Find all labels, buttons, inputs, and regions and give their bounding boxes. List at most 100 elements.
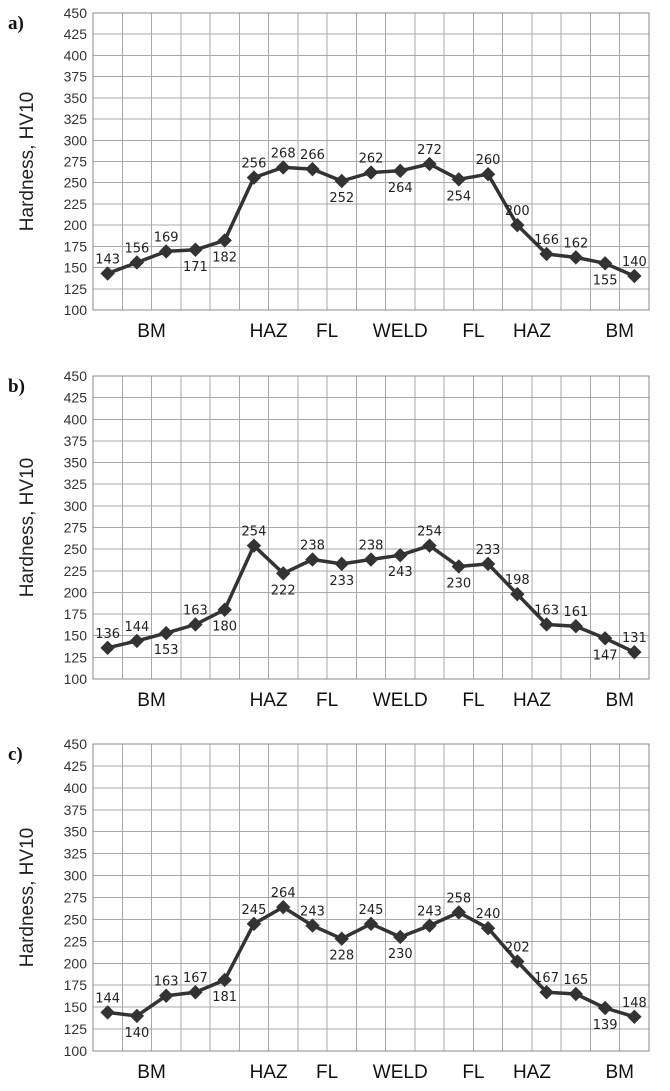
y-tick-label: 300 xyxy=(64,498,88,514)
data-point xyxy=(305,552,320,567)
data-label: 161 xyxy=(563,605,588,620)
y-tick-label: 125 xyxy=(64,281,88,297)
data-label: 252 xyxy=(329,191,354,206)
y-tick-label: 100 xyxy=(64,671,88,687)
y-tick-label: 425 xyxy=(64,26,88,42)
data-label: 228 xyxy=(329,949,354,964)
data-label: 139 xyxy=(593,1018,618,1033)
data-label: 264 xyxy=(388,181,413,196)
data-point xyxy=(158,244,174,259)
data-point xyxy=(217,602,232,617)
y-tick-label: 400 xyxy=(64,47,88,63)
data-point xyxy=(480,556,496,572)
y-tick-label: 275 xyxy=(64,890,88,906)
region-label: BM xyxy=(605,321,634,342)
y-tick-label: 450 xyxy=(64,736,88,752)
y-tick-label: 425 xyxy=(64,390,88,406)
y-axis-label: Hardness, HV10 xyxy=(17,458,38,597)
data-label: 182 xyxy=(212,250,237,265)
data-point xyxy=(363,916,379,932)
region-label: HAZ xyxy=(250,321,288,342)
data-label: 254 xyxy=(417,525,442,540)
y-tick-label: 375 xyxy=(64,802,88,818)
data-label: 181 xyxy=(212,990,237,1005)
data-point xyxy=(568,618,584,634)
region-label: WELD xyxy=(373,1062,428,1083)
region-label: FL xyxy=(316,321,338,342)
y-tick-label: 100 xyxy=(64,1043,88,1059)
data-label: 163 xyxy=(183,603,208,618)
chart-panel-2: 100 125 150 175 200 225 250 275 300 325 350 375 400 4… xyxy=(8,368,650,711)
data-label: 245 xyxy=(242,903,267,918)
data-point xyxy=(129,633,145,649)
panel-letter: c) xyxy=(8,744,23,765)
data-label: 153 xyxy=(154,643,179,658)
data-point xyxy=(393,547,408,563)
data-label: 167 xyxy=(534,971,559,986)
data-point xyxy=(393,929,408,945)
data-point xyxy=(305,161,320,177)
data-label: 238 xyxy=(359,539,384,554)
data-point xyxy=(305,918,320,933)
y-tick-label: 150 xyxy=(64,999,88,1015)
y-tick-label: 225 xyxy=(64,196,88,212)
data-label: 165 xyxy=(563,973,588,988)
data-label: 258 xyxy=(446,891,471,906)
region-label: BM xyxy=(137,690,166,711)
data-point xyxy=(158,988,174,1003)
data-point xyxy=(188,242,203,257)
y-tick-label: 325 xyxy=(64,476,88,492)
y-tick-label: 175 xyxy=(64,606,88,622)
data-point xyxy=(480,167,496,182)
region-label: BM xyxy=(605,1062,634,1083)
y-tick-label: 150 xyxy=(64,260,88,276)
data-point xyxy=(597,256,613,271)
data-label: 143 xyxy=(95,253,120,268)
data-point xyxy=(627,644,642,660)
y-tick-label: 275 xyxy=(64,154,88,170)
data-point xyxy=(334,173,349,189)
data-point xyxy=(393,163,408,179)
data-point xyxy=(597,1000,613,1016)
chart-panel-3: 100 125 150 175 200 225 250 275 300 325 350 375 400 4… xyxy=(8,736,650,1083)
data-label: 254 xyxy=(446,189,471,204)
data-label: 140 xyxy=(622,255,647,270)
y-tick-label: 250 xyxy=(64,541,88,557)
data-point xyxy=(100,1005,115,1020)
y-tick-label: 350 xyxy=(64,824,88,840)
y-tick-label: 125 xyxy=(64,649,88,665)
plot-frame xyxy=(92,743,650,1052)
data-label: 243 xyxy=(417,905,442,920)
data-point xyxy=(276,566,291,581)
data-label: 256 xyxy=(242,157,267,172)
region-label: FL xyxy=(316,1062,338,1083)
y-tick-label: 175 xyxy=(64,238,88,254)
data-point xyxy=(480,920,496,936)
data-label: 240 xyxy=(476,907,501,922)
data-point xyxy=(627,268,642,284)
data-label: 155 xyxy=(593,273,618,288)
data-point xyxy=(451,559,466,574)
y-tick-label: 450 xyxy=(64,5,88,21)
data-label: 144 xyxy=(124,620,149,635)
data-point xyxy=(451,172,466,187)
data-label: 266 xyxy=(300,148,325,163)
data-label: 264 xyxy=(271,886,296,901)
y-tick-label: 300 xyxy=(64,868,88,884)
data-label: 162 xyxy=(563,236,588,251)
data-label: 136 xyxy=(95,627,120,642)
panel-letter: a) xyxy=(8,13,24,34)
data-point xyxy=(422,538,437,553)
region-label: HAZ xyxy=(513,321,551,342)
data-label: 238 xyxy=(300,539,325,554)
data-label: 144 xyxy=(95,991,120,1006)
y-tick-label: 250 xyxy=(64,175,88,191)
data-point xyxy=(568,250,584,265)
y-tick-label: 250 xyxy=(64,911,88,927)
data-label: 243 xyxy=(300,905,325,920)
data-label: 272 xyxy=(417,143,442,158)
data-label: 233 xyxy=(329,574,354,589)
data-point xyxy=(363,165,379,180)
data-point xyxy=(510,954,525,969)
region-label: HAZ xyxy=(250,690,288,711)
